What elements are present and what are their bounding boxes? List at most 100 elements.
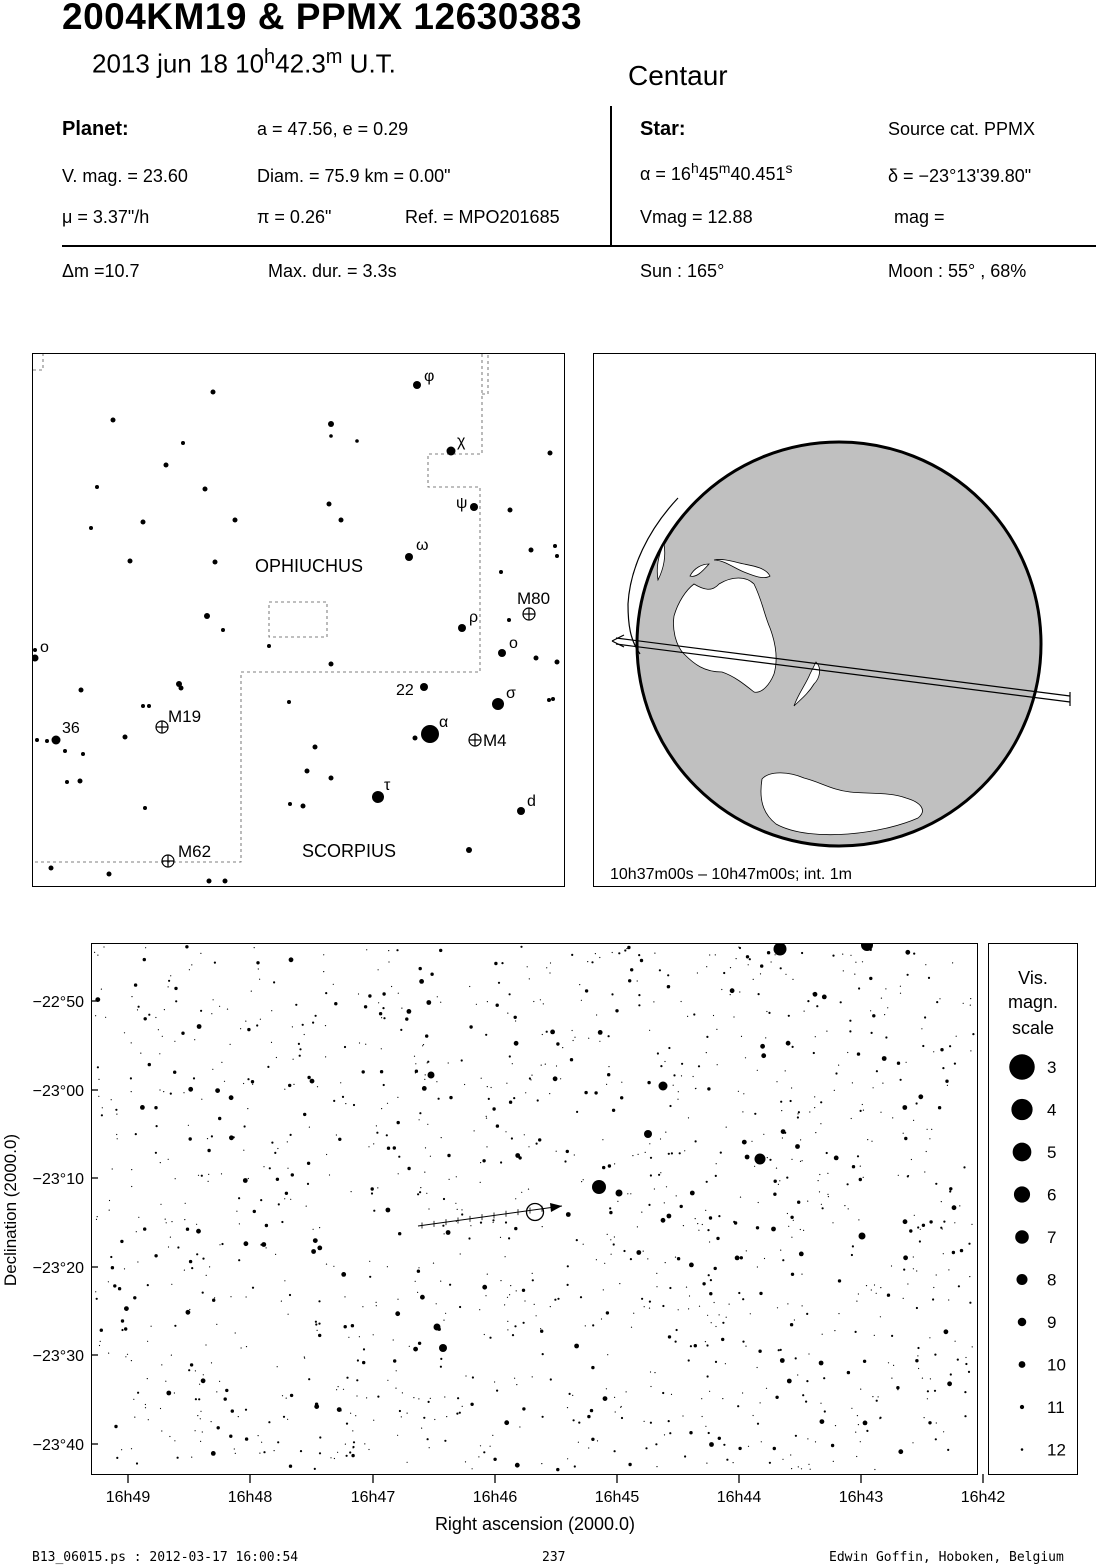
- field-star: [799, 1160, 802, 1162]
- field-star: [468, 1237, 471, 1240]
- field-star: [662, 1391, 665, 1395]
- field-star: [872, 1014, 876, 1018]
- field-star: [419, 1191, 422, 1194]
- field-star: [599, 956, 601, 959]
- field-star: [636, 1250, 642, 1255]
- field-star: [445, 1312, 447, 1314]
- field-star: [461, 1209, 463, 1211]
- field-star: [942, 1067, 945, 1070]
- field-star: [373, 1419, 375, 1421]
- field-star: [899, 992, 902, 994]
- field-star: [665, 1186, 668, 1188]
- field-star: [786, 1378, 792, 1384]
- field-star: [827, 1196, 830, 1198]
- field-star: [216, 1426, 220, 1430]
- field-star: [557, 1297, 560, 1300]
- target-star-circle: [525, 1202, 545, 1222]
- field-star: [133, 983, 138, 987]
- field-star: [406, 1412, 408, 1414]
- field-star: [716, 1064, 718, 1066]
- field-star: [207, 1148, 211, 1153]
- field-star: [856, 1300, 858, 1302]
- field-star: [857, 1424, 860, 1426]
- field-star: [370, 1192, 374, 1195]
- field-star: [261, 1242, 267, 1247]
- field-star: [669, 1286, 672, 1290]
- field-star: [756, 1266, 759, 1268]
- field-star: [935, 1274, 937, 1276]
- field-star: [714, 1360, 718, 1363]
- field-star: [718, 1215, 721, 1218]
- shadow-path-south: [615, 643, 1071, 703]
- field-star: [834, 1425, 837, 1427]
- field-star: [808, 1463, 810, 1465]
- field-star: [541, 1415, 544, 1418]
- path-arrow-icon: [611, 634, 625, 648]
- field-star: [584, 989, 589, 993]
- field-star: [105, 1016, 107, 1018]
- field-star: [599, 1040, 601, 1042]
- field-star: [689, 1345, 693, 1348]
- field-star: [745, 955, 750, 959]
- field-star: [678, 1152, 681, 1155]
- field-star: [818, 1191, 821, 1193]
- field-star: [638, 954, 641, 957]
- field-star: [714, 954, 716, 956]
- field-star: [418, 1398, 420, 1400]
- field-star: [504, 1420, 510, 1426]
- field-star: [872, 1087, 874, 1089]
- field-star: [419, 1112, 422, 1115]
- field-star: [784, 1070, 786, 1072]
- field-star: [909, 1229, 913, 1233]
- field-star: [165, 1380, 167, 1382]
- field-star: [880, 1287, 882, 1289]
- field-star: [247, 1027, 251, 1032]
- field-star: [865, 1285, 868, 1287]
- field-star: [425, 1034, 429, 1038]
- field-star: [971, 1223, 973, 1225]
- field-star: [236, 1210, 238, 1212]
- field-star: [612, 1243, 615, 1246]
- bright-star: [427, 1071, 435, 1079]
- field-star: [903, 1268, 906, 1271]
- field-star: [689, 1262, 694, 1268]
- named-stars: φ χ ψ ω ρ o σ α τ d 22 36 o: [40, 368, 536, 815]
- field-star: [600, 1318, 603, 1320]
- field-star: [602, 1165, 606, 1170]
- field-star: [891, 1334, 894, 1337]
- field-star: [904, 1136, 908, 1141]
- field-star: [568, 1392, 571, 1395]
- field-star: [494, 961, 498, 966]
- field-star: [271, 1141, 274, 1144]
- field-star: [971, 1346, 973, 1348]
- field-star: [869, 976, 873, 981]
- field-star: [440, 1357, 443, 1360]
- field-star: [745, 1250, 747, 1252]
- star: [221, 628, 225, 632]
- field-star: [197, 1174, 200, 1176]
- bright-star: [644, 1130, 652, 1138]
- star: [547, 698, 551, 702]
- island: [656, 542, 666, 582]
- field-star: [267, 1065, 270, 1068]
- field-star: [328, 1174, 331, 1176]
- field-star: [874, 1468, 876, 1471]
- field-star: [541, 1463, 543, 1465]
- field-star: [818, 1360, 824, 1366]
- field-star: [486, 1146, 488, 1148]
- field-star: [455, 1202, 457, 1204]
- finder-chart-svg: φ χ ψ ω ρ o σ α τ d 22 36 o: [33, 354, 560, 884]
- field-star: [286, 1141, 288, 1143]
- field-star: [560, 1078, 562, 1080]
- field-star: [416, 1269, 421, 1273]
- alpha-s-unit: s: [785, 160, 793, 176]
- field-star: [199, 1383, 201, 1385]
- field-star: [673, 1074, 676, 1077]
- field-star: [948, 1299, 950, 1301]
- field-star: [698, 1229, 700, 1231]
- field-star: [378, 1012, 383, 1016]
- field-star: [885, 1036, 888, 1039]
- field-star: [946, 1084, 949, 1086]
- field-star: [680, 1000, 682, 1003]
- field-star: [417, 1341, 422, 1345]
